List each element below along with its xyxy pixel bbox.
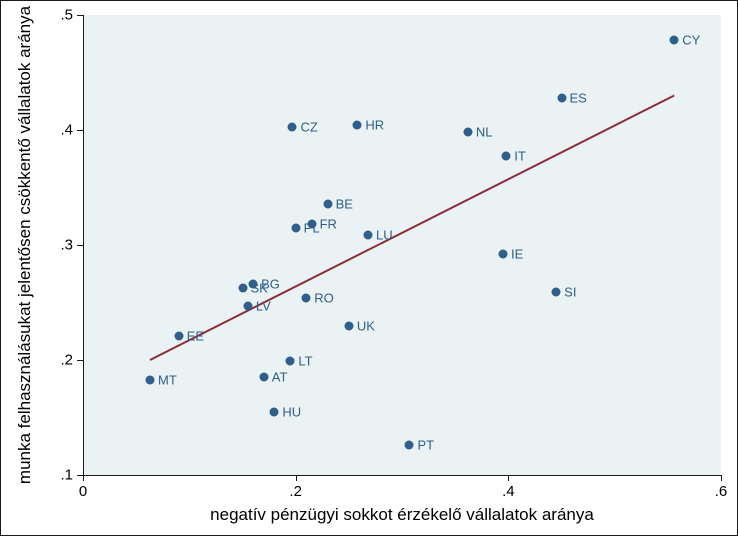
data-point-label: IE [511,247,523,262]
y-tick-label: .2 [53,352,73,369]
y-tick-mark [77,245,83,246]
data-point [557,93,566,102]
y-tick-mark [77,475,83,476]
data-point-label: PT [417,438,434,453]
data-point-label: SI [564,285,576,300]
data-point-label: IT [514,149,526,164]
data-point-label: AT [272,370,288,385]
x-tick-mark [721,475,722,481]
x-tick-label: 0 [79,483,87,500]
x-tick-mark [83,475,84,481]
y-tick-mark [77,360,83,361]
data-point [307,220,316,229]
y-tick-mark [77,15,83,16]
data-point [288,122,297,131]
data-point-label: NL [476,125,493,140]
data-point [552,288,561,297]
data-point-label: MT [158,372,177,387]
y-tick-mark [77,130,83,131]
x-axis-line [83,475,721,476]
data-point-label: BE [336,196,353,211]
data-point-label: CY [682,33,700,48]
y-tick-label: .1 [53,467,73,484]
data-point-label: RO [314,290,334,305]
data-point [363,230,372,239]
x-axis-label: negatív pénzügyi sokkot érzékelő vállala… [210,505,594,525]
data-point [243,301,252,310]
y-tick-label: .3 [53,237,73,254]
data-point [405,441,414,450]
data-point [238,283,247,292]
trend-line-layer [1,1,738,537]
trend-line [150,96,674,361]
data-point [670,36,679,45]
data-point-label: LU [376,227,393,242]
y-tick-label: .5 [53,7,73,24]
data-point-label: EE [187,328,204,343]
data-point [286,357,295,366]
data-point [499,250,508,259]
data-point [463,128,472,137]
data-point-label: LV [256,298,271,313]
y-tick-label: .4 [53,122,73,139]
data-point-label: CZ [300,119,317,134]
data-point-label: UK [357,318,375,333]
y-axis-line [83,15,84,475]
data-point-label: HU [282,404,301,419]
data-point [270,407,279,416]
data-point [291,223,300,232]
data-point [353,121,362,130]
x-tick-mark [296,475,297,481]
x-tick-label: .4 [502,483,515,500]
data-point-label: BG [261,277,280,292]
data-point [259,373,268,382]
data-point-label: ES [570,90,587,105]
data-point-label: LT [298,354,312,369]
x-tick-mark [508,475,509,481]
data-point [249,280,258,289]
x-tick-label: .2 [289,483,302,500]
y-axis-label: munka felhasználásukat jelentősen csökke… [15,6,35,484]
scatter-chart: negatív pénzügyi sokkot érzékelő vállala… [0,0,738,536]
data-point [323,199,332,208]
data-point [145,375,154,384]
data-point [302,293,311,302]
data-point [344,321,353,330]
data-point [174,331,183,340]
data-point-label: HR [365,118,384,133]
x-tick-label: .6 [715,483,728,500]
data-point [502,152,511,161]
data-point-label: FR [320,217,337,232]
